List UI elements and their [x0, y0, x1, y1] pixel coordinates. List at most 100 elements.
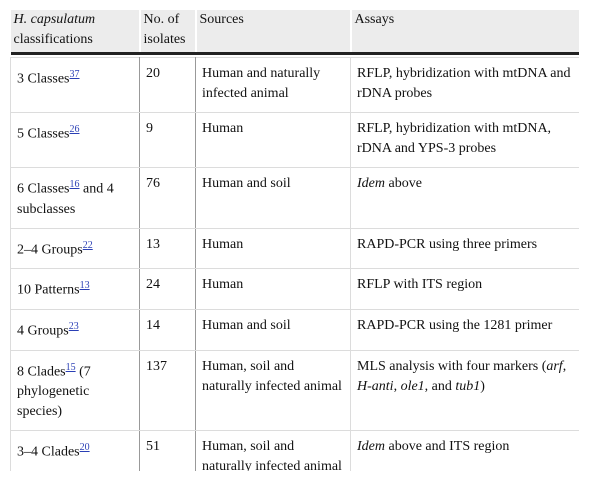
- cell-text: 51: [146, 439, 160, 455]
- table-cell: Human, soil and naturally infected anima…: [195, 349, 351, 432]
- table-cell: 10 Patterns13: [10, 268, 140, 310]
- reference-link[interactable]: 26: [69, 124, 80, 135]
- reference-link[interactable]: 20: [79, 442, 90, 454]
- cell-text: 14: [146, 317, 160, 333]
- cell-text: 3 Classes: [17, 71, 70, 87]
- cell-text: 137: [146, 358, 167, 374]
- reference: 20: [80, 440, 90, 453]
- cell-text: 76: [146, 176, 160, 191]
- table-cell: 13: [139, 227, 196, 270]
- table-cell: 137: [139, 349, 196, 432]
- cell-text: RFLP, hybridization with mtDNA, rDNA and…: [357, 121, 552, 156]
- table-row: 5 Classes26 9 Human RFLP, hybridization wit…: [10, 112, 579, 168]
- table-container: H. capsulatum classifications No. of isol…: [10, 10, 579, 471]
- table-cell: Human: [195, 268, 351, 310]
- cell-text: Human and soil: [202, 317, 291, 333]
- cell-text: MLS analysis with four markers (: [357, 358, 547, 374]
- header-row: H. capsulatum classifications No. of isol…: [10, 10, 579, 55]
- cell-text: Human, soil and naturally infected anima…: [202, 358, 342, 394]
- table-cell: RAPD-PCR using the 1281 primer: [350, 308, 579, 351]
- cell-text: , and: [424, 378, 456, 394]
- table-cell: RFLP, hybridization with mtDNA and rDNA …: [350, 57, 579, 113]
- table-cell: RFLP, hybridization with mtDNA, rDNA and…: [350, 112, 579, 168]
- table-row: 4 Groups23 14 Human and soil RAPD-PCR using…: [10, 308, 579, 351]
- cell-text: and 4 subclasses: [17, 181, 114, 217]
- cell-text: 24: [146, 277, 160, 293]
- cell-text: 3–4 Clades: [17, 444, 80, 460]
- table-cell: 51: [139, 430, 196, 471]
- reference: 13: [80, 278, 90, 291]
- italic-text: ole1: [400, 378, 425, 394]
- table-cell: Human: [195, 227, 351, 270]
- table-cell: 4 Groups23: [10, 308, 140, 351]
- table-cell: Human and soil: [195, 167, 351, 229]
- cell-text: Human, soil and naturally infected anima…: [202, 439, 342, 471]
- cell-text: RFLP, hybridization with mtDNA and rDNA …: [357, 66, 571, 101]
- table-row: 10 Patterns13 24 Human RFLP with ITS region: [10, 268, 579, 310]
- cell-text: Sources: [199, 12, 244, 27]
- table-cell: 24: [139, 268, 196, 310]
- cell-text: 20: [146, 66, 160, 81]
- table-cell: 76: [139, 167, 196, 229]
- reference-link[interactable]: 15: [65, 361, 76, 373]
- table-row: 8 Clades15 (7 phylogenetic species) 137 Hu…: [10, 349, 579, 432]
- header-cell: H. capsulatum classifications: [10, 10, 140, 55]
- reference-link[interactable]: 16: [69, 179, 80, 190]
- cell-text: ,: [393, 378, 401, 394]
- cell-text: Human: [202, 236, 244, 252]
- reference-link[interactable]: 23: [68, 320, 79, 332]
- cell-text: Human and naturally infected animal: [202, 66, 321, 101]
- table-cell: 9: [139, 112, 196, 168]
- table-row: 6 Classes16 and 4 subclasses 76 Human and …: [10, 167, 579, 229]
- italic-text: H-anti: [357, 378, 394, 394]
- reference: 37: [70, 67, 80, 80]
- table-cell: Human: [195, 112, 351, 168]
- cell-text: No. of isolates: [143, 12, 186, 47]
- header-cell: No. of isolates: [138, 10, 196, 55]
- cell-text: 2–4 Groups: [17, 242, 83, 258]
- table-row: 3–4 Clades20 51 Human, soil and naturally …: [10, 430, 579, 471]
- cell-text: classifications: [13, 32, 93, 47]
- table: H. capsulatum classifications No. of isol…: [10, 10, 579, 471]
- table-cell: 3–4 Clades20: [10, 430, 140, 471]
- reference: 15: [66, 360, 76, 373]
- header-cell: Sources: [194, 10, 351, 55]
- italic-text: H. capsulatum: [13, 12, 96, 27]
- table-cell: Idem above and ITS region: [350, 430, 579, 471]
- cell-text: 9: [146, 121, 153, 136]
- cell-text: Human: [202, 121, 244, 136]
- table-cell: 2–4 Groups22: [10, 227, 140, 270]
- cell-text: RFLP with ITS region: [357, 277, 483, 293]
- cell-text: 5 Classes: [17, 126, 70, 142]
- table-cell: 8 Clades15 (7 phylogenetic species): [10, 349, 140, 432]
- cell-text: 13: [146, 236, 160, 252]
- italic-text: Idem: [357, 439, 385, 455]
- reference-link[interactable]: 22: [82, 239, 93, 251]
- cell-text: RAPD-PCR using three primers: [357, 236, 538, 252]
- reference-link[interactable]: 13: [79, 280, 90, 292]
- cell-text: (7 phylogenetic species): [17, 364, 91, 420]
- italic-text: tub1: [455, 378, 481, 394]
- cell-text: 4 Groups: [17, 323, 69, 339]
- table-cell: RFLP with ITS region: [350, 268, 579, 310]
- reference: 16: [70, 177, 80, 190]
- cell-text: Human and soil: [202, 176, 291, 191]
- reference-link[interactable]: 37: [69, 69, 80, 80]
- cell-text: 10 Patterns: [17, 282, 80, 298]
- cell-text: ): [480, 378, 485, 394]
- cell-text: Assays: [354, 12, 395, 27]
- table-body: 3 Classes37 20 Human and naturally infecte…: [10, 54, 579, 471]
- cell-text: RAPD-PCR using the 1281 primer: [357, 317, 553, 333]
- table-cell: 14: [139, 308, 196, 351]
- reference: 22: [83, 238, 93, 251]
- table-row: 3 Classes37 20 Human and naturally infecte…: [10, 57, 579, 113]
- cell-text: ,: [562, 358, 567, 374]
- cell-text: above: [385, 176, 422, 191]
- cell-text: above and ITS region: [385, 439, 510, 455]
- table-cell: 6 Classes16 and 4 subclasses: [10, 167, 140, 229]
- italic-text: arf: [546, 358, 563, 374]
- reference: 23: [69, 319, 79, 332]
- table-cell: Human and soil: [195, 308, 351, 351]
- table-row: 2–4 Groups22 13 Human RAPD-PCR using three …: [10, 227, 579, 270]
